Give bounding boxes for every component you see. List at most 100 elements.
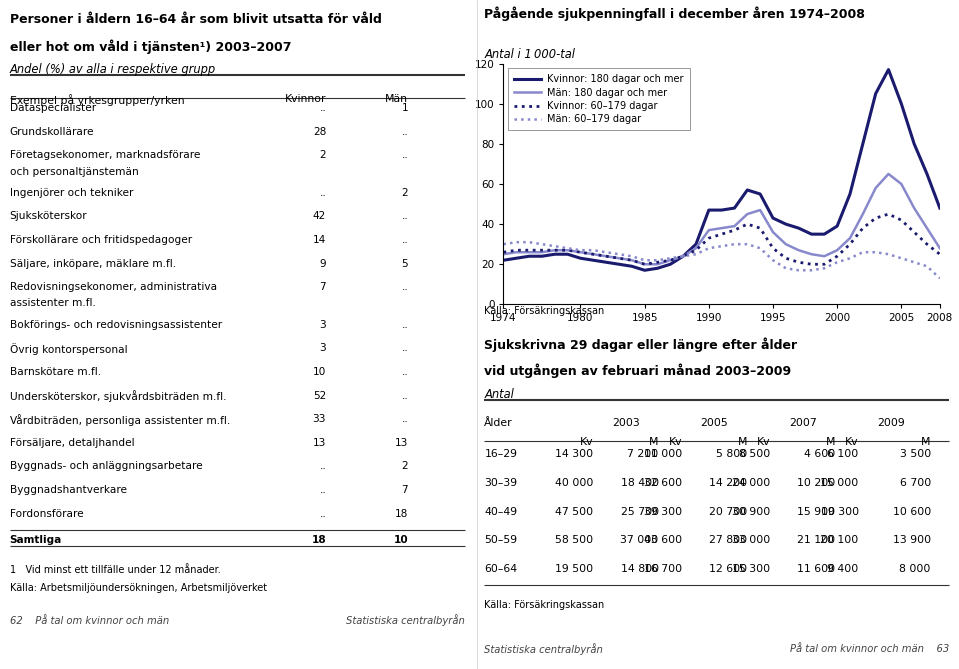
- Text: 19 500: 19 500: [555, 564, 594, 574]
- Text: 14 200: 14 200: [709, 478, 747, 488]
- Text: 10: 10: [393, 535, 409, 545]
- Text: 2003: 2003: [612, 418, 640, 428]
- Text: Kv: Kv: [580, 437, 594, 447]
- Text: 33 000: 33 000: [732, 535, 770, 545]
- Text: 4 600: 4 600: [805, 449, 835, 459]
- Text: 25 700: 25 700: [620, 506, 659, 516]
- Text: 15 000: 15 000: [821, 478, 858, 488]
- Text: 15 300: 15 300: [733, 564, 770, 574]
- Text: 7 200: 7 200: [627, 449, 659, 459]
- Text: 16 700: 16 700: [643, 564, 682, 574]
- Text: Kv: Kv: [845, 437, 858, 447]
- Text: 6 100: 6 100: [828, 449, 858, 459]
- Text: Exempel på yrkesgrupper/yrken: Exempel på yrkesgrupper/yrken: [10, 94, 184, 106]
- Text: Sjukskrivna 29 dagar eller längre efter ålder: Sjukskrivna 29 dagar eller längre efter …: [484, 338, 798, 353]
- Text: 5 800: 5 800: [715, 449, 747, 459]
- Text: 52: 52: [313, 391, 326, 401]
- Text: M: M: [922, 437, 931, 447]
- Text: Grundskollärare: Grundskollärare: [10, 126, 94, 136]
- Text: 42: 42: [313, 211, 326, 221]
- Text: 18: 18: [312, 535, 326, 545]
- Text: 50–59: 50–59: [484, 535, 518, 545]
- Text: Statistiska centralbyrån: Statistiska centralbyrån: [346, 614, 465, 626]
- Text: 37 000: 37 000: [620, 535, 659, 545]
- Text: 32 600: 32 600: [643, 478, 682, 488]
- Text: 20 100: 20 100: [821, 535, 858, 545]
- Text: 2007: 2007: [789, 418, 817, 428]
- Text: Antal: Antal: [484, 388, 514, 401]
- Legend: Kvinnor: 180 dagar och mer, Män: 180 dagar och mer, Kvinnor: 60–179 dagar, Män: : Kvinnor: 180 dagar och mer, Män: 180 dag…: [508, 68, 690, 130]
- Text: Samtliga: Samtliga: [10, 535, 61, 545]
- Text: Källa: Försäkringskassan: Källa: Försäkringskassan: [484, 306, 604, 316]
- Text: Företagsekonomer, marknadsförare: Företagsekonomer, marknadsförare: [10, 151, 200, 161]
- Text: 13 900: 13 900: [893, 535, 931, 545]
- Text: M: M: [649, 437, 659, 447]
- Text: 60–64: 60–64: [484, 564, 518, 574]
- Text: eller hot om våld i tjänsten¹) 2003–2007: eller hot om våld i tjänsten¹) 2003–2007: [10, 39, 292, 54]
- Text: Kv: Kv: [757, 437, 770, 447]
- Text: 14 300: 14 300: [555, 449, 594, 459]
- Text: 11 000: 11 000: [643, 449, 682, 459]
- Text: 7: 7: [402, 485, 409, 495]
- Text: ..: ..: [319, 462, 326, 472]
- Text: 15 900: 15 900: [797, 506, 835, 516]
- Text: assistenter m.fl.: assistenter m.fl.: [10, 298, 96, 308]
- Text: 9: 9: [319, 259, 326, 269]
- Text: 3: 3: [319, 320, 326, 330]
- Text: Dataspecialister: Dataspecialister: [10, 103, 96, 113]
- Text: Förskollärare och fritidspedagoger: Förskollärare och fritidspedagoger: [10, 235, 192, 245]
- Text: 27 800: 27 800: [709, 535, 747, 545]
- Text: Bokförings- och redovisningsassistenter: Bokförings- och redovisningsassistenter: [10, 320, 222, 330]
- Text: Ålder: Ålder: [484, 418, 513, 428]
- Text: 5: 5: [402, 259, 409, 269]
- Text: ..: ..: [402, 151, 409, 161]
- Text: Ingenjörer och tekniker: Ingenjörer och tekniker: [10, 188, 133, 198]
- Text: 7: 7: [319, 282, 326, 292]
- Text: Pågående sjukpenningfall i december åren 1974–2008: Pågående sjukpenningfall i december åren…: [484, 7, 865, 21]
- Text: ..: ..: [402, 343, 409, 353]
- Text: ..: ..: [402, 126, 409, 136]
- Text: 19 300: 19 300: [821, 506, 858, 516]
- Text: 18: 18: [395, 509, 409, 518]
- Text: 28: 28: [313, 126, 326, 136]
- Text: 1   Vid minst ett tillfälle under 12 månader.: 1 Vid minst ett tillfälle under 12 månad…: [10, 565, 221, 575]
- Text: 62    På tal om kvinnor och män: 62 På tal om kvinnor och män: [10, 615, 169, 626]
- Text: 21 100: 21 100: [797, 535, 835, 545]
- Text: 10: 10: [313, 367, 326, 377]
- Text: ..: ..: [402, 367, 409, 377]
- Text: 1: 1: [402, 103, 409, 113]
- Text: 30–39: 30–39: [484, 478, 518, 488]
- Text: 43 600: 43 600: [643, 535, 682, 545]
- Text: Statistiska centralbyrån: Statistiska centralbyrån: [484, 643, 603, 655]
- Text: Övrig kontorspersonal: Övrig kontorspersonal: [10, 343, 128, 355]
- Text: På tal om kvinnor och män    63: På tal om kvinnor och män 63: [790, 644, 949, 654]
- Text: Byggnadshantverkare: Byggnadshantverkare: [10, 485, 127, 495]
- Text: Kv: Kv: [668, 437, 682, 447]
- Text: ..: ..: [319, 103, 326, 113]
- Text: Källa: Arbetsmiljöundersökningen, Arbetsmiljöverket: Källa: Arbetsmiljöundersökningen, Arbets…: [10, 583, 267, 593]
- Text: Sjuksköterskor: Sjuksköterskor: [10, 211, 87, 221]
- Text: Säljare, inköpare, mäklare m.fl.: Säljare, inköpare, mäklare m.fl.: [10, 259, 175, 269]
- Text: 14: 14: [313, 235, 326, 245]
- Text: 33: 33: [313, 414, 326, 424]
- Text: 12 600: 12 600: [709, 564, 747, 574]
- Text: 8 500: 8 500: [739, 449, 770, 459]
- Text: 11 600: 11 600: [797, 564, 835, 574]
- Text: 47 500: 47 500: [555, 506, 594, 516]
- Text: M: M: [826, 437, 835, 447]
- Text: ..: ..: [319, 188, 326, 198]
- Text: 3 500: 3 500: [900, 449, 931, 459]
- Text: 39 300: 39 300: [643, 506, 682, 516]
- Text: 2: 2: [319, 151, 326, 161]
- Text: 3: 3: [319, 343, 326, 353]
- Text: Personer i åldern 16–64 år som blivit utsatta för våld: Personer i åldern 16–64 år som blivit ut…: [10, 13, 382, 26]
- Text: 10 600: 10 600: [893, 506, 931, 516]
- Text: Män: Män: [386, 94, 409, 104]
- Text: Försäljare, detaljhandel: Försäljare, detaljhandel: [10, 438, 134, 448]
- Text: Fordonsförare: Fordonsförare: [10, 509, 83, 518]
- Text: 58 500: 58 500: [555, 535, 594, 545]
- Text: ..: ..: [319, 509, 326, 518]
- Text: 13: 13: [313, 438, 326, 448]
- Text: Redovisningsekonomer, administrativa: Redovisningsekonomer, administrativa: [10, 282, 217, 292]
- Text: och personaltjänstemän: och personaltjänstemän: [10, 167, 138, 177]
